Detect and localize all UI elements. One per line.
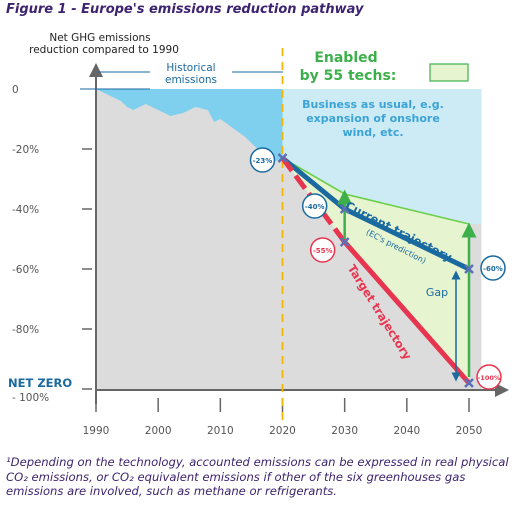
historical-emissions-area (96, 89, 283, 161)
y-axis-title-line2: reduction compared to 1990 (29, 44, 179, 56)
y-tick-label: -80% (12, 324, 39, 336)
x-tick-label: 2030 (331, 425, 358, 437)
business-as-usual-area (282, 89, 482, 224)
percent-badge (309, 237, 336, 263)
percent-badge-label: -23% (253, 157, 273, 165)
x-tick-label: 2000 (145, 425, 172, 437)
bau-label: expansion of onshore (306, 112, 440, 125)
data-point-marker (339, 204, 350, 214)
x-tick-label: 2020 (269, 425, 296, 437)
y-tick-label: -40% (12, 204, 39, 216)
enabled-label-line2: by 55 techs: (300, 68, 397, 84)
historical-label-line2: emissions (165, 74, 217, 86)
y-tick-label: -60% (12, 264, 39, 276)
data-point-marker (464, 378, 474, 388)
historical-label: Historical (166, 62, 215, 74)
bau-label: Business as usual, e.g. (302, 98, 444, 111)
percent-badge (249, 147, 276, 173)
percent-badge (476, 364, 502, 390)
data-point-marker (339, 237, 350, 247)
gap-label: Gap (426, 286, 448, 299)
y-tick-label: 0 (12, 84, 19, 96)
y-tick-label: -20% (12, 144, 39, 156)
enabled-label: Enabled (314, 50, 377, 66)
footnote: ¹Depending on the technology, accounted … (6, 455, 509, 499)
enabled-legend-swatch (429, 63, 469, 82)
x-tick-label: 1990 (83, 425, 110, 437)
x-tick-label: 2010 (207, 425, 234, 437)
bau-label: wind, etc. (342, 126, 403, 139)
y-axis-title: Net GHG emissions (49, 32, 150, 44)
x-tick-label: 2040 (393, 425, 420, 437)
data-point-marker (277, 153, 288, 163)
data-point-marker (464, 264, 474, 274)
x-tick-label: 2050 (456, 425, 483, 437)
percent-badge-label: -100% (478, 374, 501, 382)
percent-badge-label: -40% (305, 203, 325, 211)
percent-badge-label: -60% (483, 265, 503, 273)
target-trajectory-line (342, 240, 471, 385)
figure-title: Figure 1 - Europe's emissions reduction … (6, 2, 364, 17)
net-zero-label: NET ZERO (8, 376, 72, 390)
y-tick-label: - 100% (12, 392, 49, 404)
emissions-chart: 0 -20% -40% -60% -80% - 100% 1990 2000 2010 2020 2… (8, 32, 509, 437)
percent-badge-label: -55% (313, 247, 333, 255)
percent-badge (480, 255, 506, 281)
percent-badge (301, 193, 328, 219)
